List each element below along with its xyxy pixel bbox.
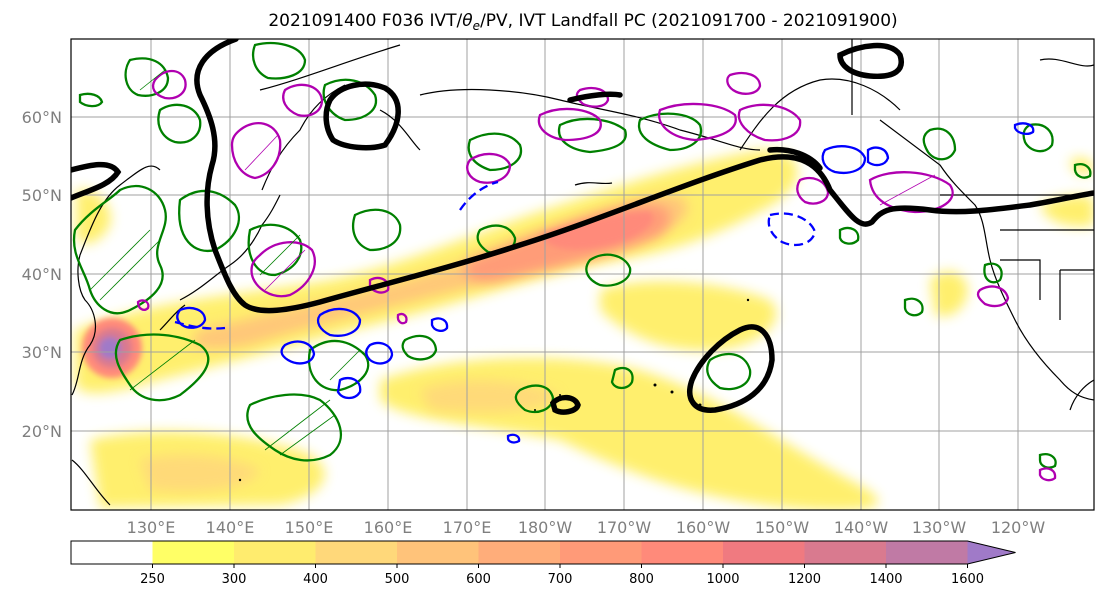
colorbar-tick-label: 250 <box>140 572 165 587</box>
islands <box>238 298 750 482</box>
lat-tick-labels: 60°N 50°N 40°N 30°N 20°N <box>22 108 62 441</box>
colorbar-tick-label: 600 <box>466 572 491 587</box>
pv-negative-contours <box>176 122 1035 444</box>
pv-positive-contours <box>136 69 1057 482</box>
lon-tick-label: 130°E <box>127 518 176 537</box>
colorbar-cell <box>886 541 968 564</box>
lat-tick-label: 50°N <box>22 186 62 205</box>
colorbar-tick-label: 1000 <box>706 572 739 587</box>
landfall-pc-contours <box>71 39 1094 415</box>
pv-hatching <box>244 134 936 291</box>
colorbar-extend-arrow <box>967 541 1016 564</box>
colorbar-tick-label: 1200 <box>788 572 821 587</box>
colorbar-tick-label: 500 <box>385 572 410 587</box>
colorbar-cell <box>234 541 316 564</box>
lon-tick-label: 170°E <box>443 518 492 537</box>
lon-tick-label: 140°E <box>206 518 255 537</box>
colorbar-cell <box>478 541 561 564</box>
coastlines <box>71 39 1094 506</box>
colorbar-cell <box>152 541 235 564</box>
colorbar-cell <box>804 541 887 564</box>
lat-tick-label: 60°N <box>22 108 62 127</box>
colorbar-cell <box>641 541 724 564</box>
colorbar-cell <box>723 541 805 564</box>
theta-e-hatching <box>89 69 361 456</box>
gridlines <box>71 39 1094 510</box>
lat-tick-label: 20°N <box>22 422 62 441</box>
lon-tick-label: 120°W <box>991 518 1046 537</box>
colorbar-cell <box>315 541 398 564</box>
chart-title: 2021091400 F036 IVT/θe/PV, IVT Landfall … <box>268 11 897 33</box>
lon-tick-label: 150°E <box>285 518 334 537</box>
map-frame <box>70 38 1095 511</box>
colorbar-tick-label: 800 <box>629 572 654 587</box>
colorbar-cell <box>71 541 153 564</box>
lon-tick-label: 180°W <box>518 518 573 537</box>
colorbar-tick-label: 1600 <box>951 572 984 587</box>
map-layers <box>71 39 1094 510</box>
colorbar-tick-label: 400 <box>303 572 328 587</box>
lon-tick-label: 160°W <box>676 518 731 537</box>
lon-tick-label: 150°W <box>755 518 810 537</box>
lon-tick-label: 170°W <box>597 518 652 537</box>
colorbar-outline <box>70 540 1016 565</box>
colorbar-cell <box>560 541 642 564</box>
lat-tick-label: 40°N <box>22 265 62 284</box>
lon-tick-labels: 130°E 140°E 150°E 160°E 170°E 180°W 170°… <box>127 518 1046 537</box>
colorbar-cell <box>397 541 479 564</box>
lon-tick-label: 140°W <box>834 518 889 537</box>
lat-tick-label: 30°N <box>22 343 62 362</box>
lon-tick-label: 160°E <box>364 518 413 537</box>
pv-negative-dashed-contours <box>174 180 817 330</box>
lon-tick-label: 130°W <box>912 518 967 537</box>
colorbar-tick-label: 300 <box>222 572 247 587</box>
colorbar-tick-label: 700 <box>548 572 573 587</box>
colorbar-tick-label: 1400 <box>869 572 902 587</box>
colorbar: 250 300 400 500 600 700 800 1000 1200 1400 1600 <box>70 540 1016 587</box>
